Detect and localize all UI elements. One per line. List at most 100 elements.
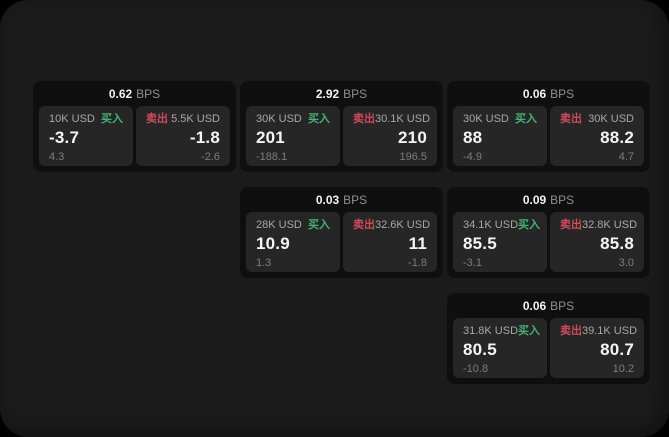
sell-sub-value: 4.7: [618, 151, 634, 163]
sell-price: 210: [398, 128, 427, 147]
sell-panel-top: 卖出 30.1K USD: [353, 113, 431, 126]
sell-amount-label: 30.1K USD: [375, 113, 431, 125]
sell-panel-top: 卖出 32.6K USD: [353, 219, 431, 232]
sell-tag: 卖出: [353, 219, 375, 231]
quote-card: 0.03 BPS 28K USD 买入 10.9 1.3 卖出 32.6K US…: [240, 187, 443, 278]
sell-tag: 卖出: [560, 219, 582, 231]
buy-quote-panel[interactable]: 34.1K USD 买入 85.5 -3.1: [453, 212, 547, 272]
quote-panels: 31.8K USD 买入 80.5 -10.8 卖出 39.1K USD 80.…: [447, 318, 650, 384]
buy-panel-top: 30K USD 买入: [256, 113, 330, 126]
quote-card: 0.06 BPS 31.8K USD 买入 80.5 -10.8 卖出 39.1…: [447, 293, 650, 384]
bps-value: 0.03: [315, 192, 340, 207]
sell-quote-panel[interactable]: 卖出 32.6K USD 11 -1.8: [343, 212, 437, 272]
sell-amount-label: 32.8K USD: [582, 219, 638, 231]
bps-header: 2.92 BPS: [240, 81, 443, 106]
sell-panel-top: 卖出 39.1K USD: [560, 325, 638, 338]
buy-amount-label: 30K USD: [463, 113, 509, 125]
sell-tag: 卖出: [560, 325, 582, 337]
buy-panel-top: 30K USD 买入: [463, 113, 537, 126]
buy-tag: 买入: [308, 219, 330, 231]
bps-header: 0.06 BPS: [447, 293, 650, 318]
sell-amount-label: 32.6K USD: [375, 219, 431, 231]
bps-unit-label: BPS: [343, 86, 368, 101]
sell-quote-panel[interactable]: 卖出 32.8K USD 85.8 3.0: [550, 212, 644, 272]
buy-tag: 买入: [515, 113, 537, 125]
buy-quote-panel[interactable]: 30K USD 买入 201 -188.1: [246, 106, 340, 166]
buy-panel-top: 10K USD 买入: [49, 113, 123, 126]
sell-panel-top: 卖出 32.8K USD: [560, 219, 638, 232]
bps-unit-label: BPS: [550, 298, 575, 313]
sell-amount-label: 5.5K USD: [171, 113, 220, 125]
buy-sub-value: -4.9: [463, 151, 482, 163]
buy-amount-label: 28K USD: [256, 219, 302, 231]
buy-quote-panel[interactable]: 10K USD 买入 -3.7 4.3: [39, 106, 133, 166]
quote-card: 0.09 BPS 34.1K USD 买入 85.5 -3.1 卖出 32.8K…: [447, 187, 650, 278]
sell-quote-panel[interactable]: 卖出 30.1K USD 210 196.5: [343, 106, 437, 166]
sell-sub-value: 10.2: [612, 363, 634, 375]
bps-unit-label: BPS: [343, 192, 368, 207]
bps-header: 0.09 BPS: [447, 187, 650, 212]
sell-sub-value: 196.5: [399, 151, 427, 163]
buy-tag: 买入: [308, 113, 330, 125]
quote-panels: 28K USD 买入 10.9 1.3 卖出 32.6K USD 11 -1.8: [240, 212, 443, 278]
sell-tag: 卖出: [560, 113, 582, 125]
buy-amount-label: 31.8K USD: [463, 325, 519, 337]
bps-header: 0.62 BPS: [33, 81, 236, 106]
buy-sub-value: -10.8: [463, 363, 489, 375]
buy-price: 88: [463, 128, 483, 147]
sell-panel-top: 卖出 30K USD: [560, 113, 634, 126]
sell-sub-value: -1.8: [408, 257, 427, 269]
buy-sub-value: 4.3: [49, 151, 65, 163]
buy-price: 201: [256, 128, 285, 147]
buy-price: 85.5: [463, 234, 497, 253]
buy-amount-label: 10K USD: [49, 113, 95, 125]
quote-card: 2.92 BPS 30K USD 买入 201 -188.1 卖出 30.1K …: [240, 81, 443, 172]
bps-value: 2.92: [315, 86, 340, 101]
buy-price: 80.5: [463, 340, 497, 359]
quote-panels: 10K USD 买入 -3.7 4.3 卖出 5.5K USD -1.8 -2.…: [33, 106, 236, 172]
quote-panels: 30K USD 买入 88 -4.9 卖出 30K USD 88.2 4.7: [447, 106, 650, 172]
bps-value: 0.06: [522, 298, 547, 313]
sell-tag: 卖出: [146, 113, 168, 125]
buy-amount-label: 30K USD: [256, 113, 302, 125]
quote-card: 0.06 BPS 30K USD 买入 88 -4.9 卖出 30K USD 8…: [447, 81, 650, 172]
buy-panel-top: 34.1K USD 买入: [463, 219, 541, 232]
buy-tag: 买入: [101, 113, 123, 125]
bps-header: 0.03 BPS: [240, 187, 443, 212]
buy-price: -3.7: [49, 128, 80, 147]
sell-price: 88.2: [600, 128, 634, 147]
sell-sub-value: 3.0: [618, 257, 634, 269]
sell-tag: 卖出: [353, 113, 375, 125]
sell-amount-label: 30K USD: [588, 113, 634, 125]
buy-quote-panel[interactable]: 28K USD 买入 10.9 1.3: [246, 212, 340, 272]
bps-unit-label: BPS: [550, 192, 575, 207]
buy-price: 10.9: [256, 234, 290, 253]
bps-header: 0.06 BPS: [447, 81, 650, 106]
quote-panels: 34.1K USD 买入 85.5 -3.1 卖出 32.8K USD 85.8…: [447, 212, 650, 278]
buy-quote-panel[interactable]: 31.8K USD 买入 80.5 -10.8: [453, 318, 547, 378]
buy-sub-value: 1.3: [256, 257, 272, 269]
sell-price: 85.8: [600, 234, 634, 253]
buy-panel-top: 31.8K USD 买入: [463, 325, 541, 338]
buy-amount-label: 34.1K USD: [463, 219, 519, 231]
sell-sub-value: -2.6: [201, 151, 220, 163]
bps-unit-label: BPS: [136, 86, 161, 101]
buy-sub-value: -3.1: [463, 257, 482, 269]
buy-panel-top: 28K USD 买入: [256, 219, 330, 232]
buy-tag: 买入: [518, 325, 541, 337]
bps-value: 0.06: [522, 86, 547, 101]
sell-quote-panel[interactable]: 卖出 30K USD 88.2 4.7: [550, 106, 644, 166]
sell-price: 11: [408, 234, 427, 253]
buy-sub-value: -188.1: [256, 151, 288, 163]
sell-panel-top: 卖出 5.5K USD: [146, 113, 220, 126]
sell-price: 80.7: [600, 340, 634, 359]
quote-panels: 30K USD 买入 201 -188.1 卖出 30.1K USD 210 1…: [240, 106, 443, 172]
sell-quote-panel[interactable]: 卖出 5.5K USD -1.8 -2.6: [136, 106, 230, 166]
buy-quote-panel[interactable]: 30K USD 买入 88 -4.9: [453, 106, 547, 166]
sell-quote-panel[interactable]: 卖出 39.1K USD 80.7 10.2: [550, 318, 644, 378]
bps-unit-label: BPS: [550, 86, 575, 101]
buy-tag: 买入: [518, 219, 541, 231]
sell-amount-label: 39.1K USD: [582, 325, 638, 337]
sell-price: -1.8: [189, 128, 220, 147]
